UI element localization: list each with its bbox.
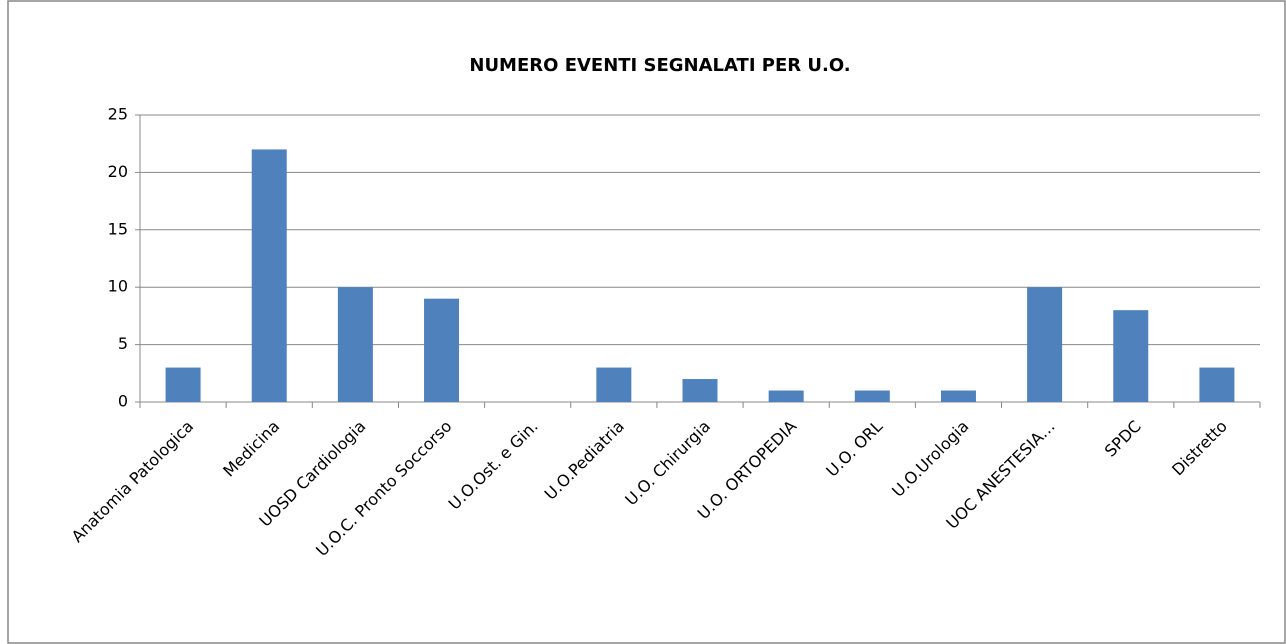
y-tick-label: 20 xyxy=(108,162,128,181)
bar xyxy=(854,390,890,402)
bar xyxy=(337,287,373,402)
chart-border xyxy=(7,0,1286,644)
x-tick-label: Medicina xyxy=(219,417,283,481)
x-tick-label: SPDC xyxy=(1101,417,1145,461)
y-tick-label: 5 xyxy=(118,334,128,353)
y-tick-label: 25 xyxy=(108,105,128,124)
x-tick-label: U.O. ORL xyxy=(822,417,886,481)
bar xyxy=(251,149,287,402)
y-tick-label: 15 xyxy=(108,219,128,238)
x-tick-label: U.O.Pediatria xyxy=(541,417,628,504)
chart-title: NUMERO EVENTI SEGNALATI PER U.O. xyxy=(469,55,850,76)
x-tick-label: Distretto xyxy=(1168,417,1231,480)
x-tick-label: U.O.Ost. e Gin. xyxy=(445,417,542,514)
bar xyxy=(1113,310,1149,402)
bar xyxy=(940,390,976,402)
bar xyxy=(1027,287,1063,402)
bar xyxy=(768,390,804,402)
y-tick-label: 10 xyxy=(108,277,128,296)
x-tick-label: Anatomia Patologica xyxy=(68,417,197,546)
x-tick-label: U.O. Chirurgia xyxy=(621,417,714,510)
bar xyxy=(1199,367,1235,402)
x-tick-label: U.O.Urologia xyxy=(888,417,972,501)
bar xyxy=(424,298,460,402)
bar xyxy=(682,379,718,402)
bar xyxy=(165,367,201,402)
y-tick-label: 0 xyxy=(118,392,128,411)
bar xyxy=(596,367,632,402)
